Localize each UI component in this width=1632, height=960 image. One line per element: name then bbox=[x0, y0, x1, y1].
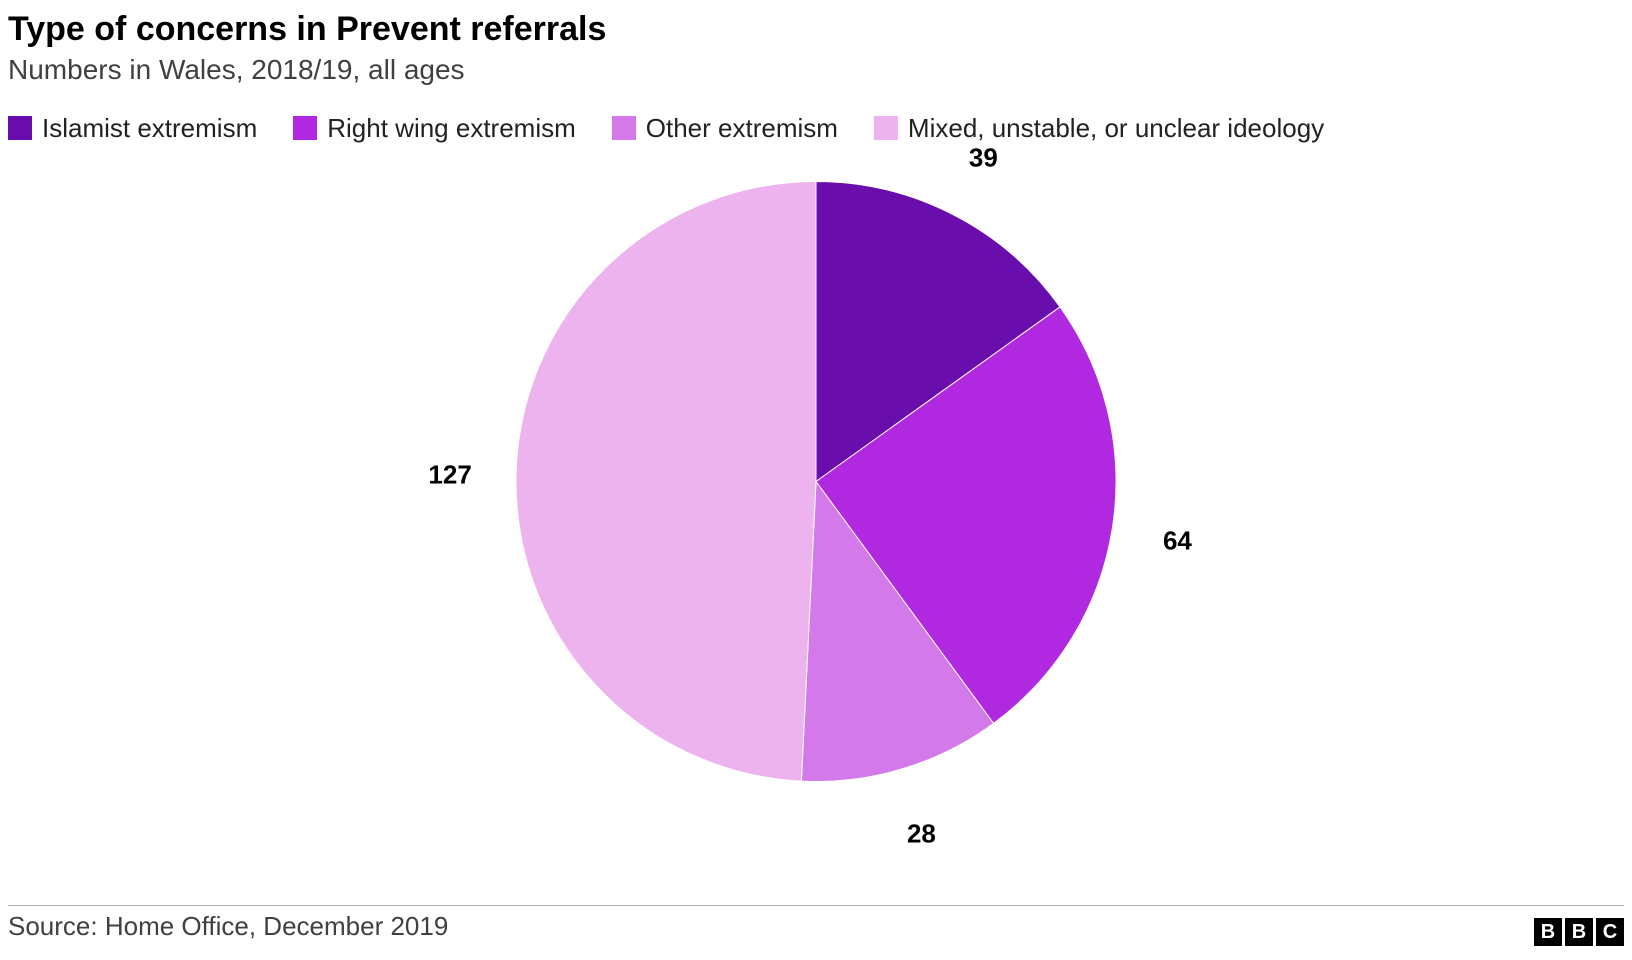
legend-swatch bbox=[293, 116, 317, 140]
legend-item: Mixed, unstable, or unclear ideology bbox=[874, 113, 1324, 144]
footer-divider bbox=[8, 905, 1624, 906]
legend-swatch bbox=[874, 116, 898, 140]
legend-label: Mixed, unstable, or unclear ideology bbox=[908, 113, 1324, 144]
legend-label: Islamist extremism bbox=[42, 113, 257, 144]
pie-data-label: 127 bbox=[428, 459, 471, 490]
legend-item: Islamist extremism bbox=[8, 113, 257, 144]
legend-label: Other extremism bbox=[646, 113, 838, 144]
pie-data-label: 64 bbox=[1163, 526, 1192, 557]
chart-subtitle: Numbers in Wales, 2018/19, all ages bbox=[8, 53, 1624, 87]
chart-title: Type of concerns in Prevent referrals bbox=[8, 10, 1624, 49]
bbc-logo-letter: B bbox=[1565, 918, 1593, 946]
bbc-logo-letter: C bbox=[1596, 918, 1624, 946]
pie-slice bbox=[516, 181, 816, 781]
legend-label: Right wing extremism bbox=[327, 113, 576, 144]
bbc-logo-letter: B bbox=[1534, 918, 1562, 946]
pie-chart: 396428127 bbox=[8, 154, 1624, 814]
pie-data-label: 28 bbox=[907, 819, 936, 850]
legend: Islamist extremism Right wing extremism Ot… bbox=[8, 113, 1624, 144]
bbc-logo: BBC bbox=[1534, 918, 1624, 946]
legend-item: Other extremism bbox=[612, 113, 838, 144]
legend-swatch bbox=[612, 116, 636, 140]
source-text: Source: Home Office, December 2019 bbox=[8, 911, 448, 942]
legend-swatch bbox=[8, 116, 32, 140]
pie-data-label: 39 bbox=[969, 143, 998, 174]
legend-item: Right wing extremism bbox=[293, 113, 576, 144]
